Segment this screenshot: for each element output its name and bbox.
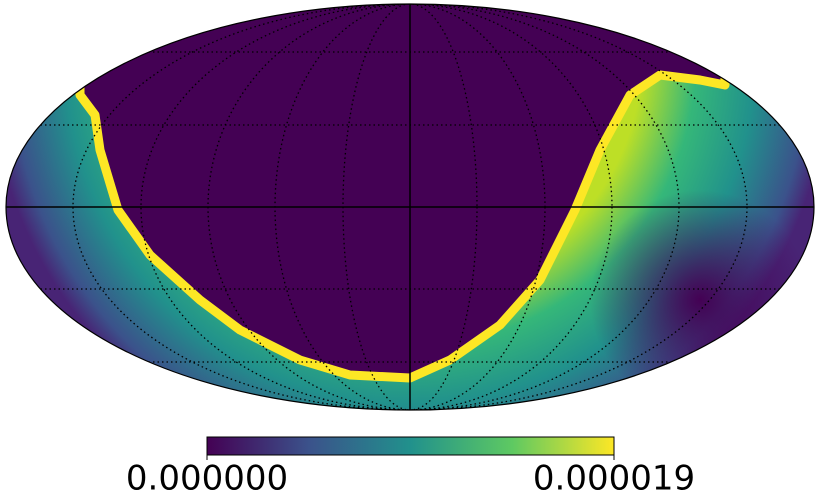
colorbar [206, 436, 615, 456]
colorbar-tick-label: 0.000019 [533, 459, 695, 497]
map-border [5, 3, 815, 411]
map [6, 4, 814, 410]
colorbar-tick-label: 0.000000 [126, 459, 288, 497]
